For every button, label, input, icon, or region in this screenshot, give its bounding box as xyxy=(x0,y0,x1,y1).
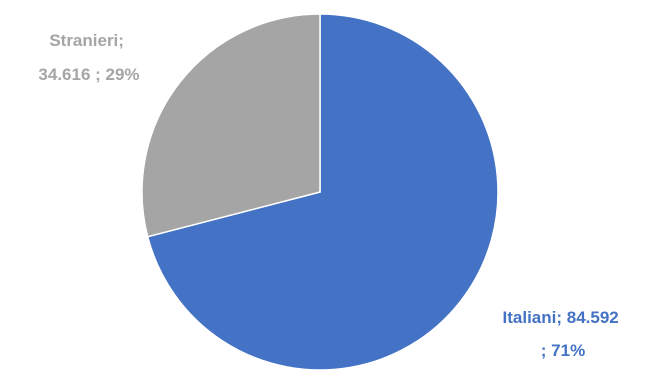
italiani-label-line-2: ; 71% xyxy=(541,341,585,360)
pie-slices xyxy=(141,13,499,370)
italiani-data-label: Italiani; 84.592 ; 71% xyxy=(503,308,624,360)
stranieri-data-label: Stranieri; 34.616 ; 29% xyxy=(38,31,139,84)
pie-slice-italiani xyxy=(146,13,499,370)
stranieri-label-line-2: 34.616 ; 29% xyxy=(38,65,139,84)
stranieri-label-line-1: Stranieri; xyxy=(49,31,124,50)
italiani-label-line-1: Italiani; 84.592 xyxy=(503,308,619,327)
pie-slice-stranieri xyxy=(141,13,321,238)
